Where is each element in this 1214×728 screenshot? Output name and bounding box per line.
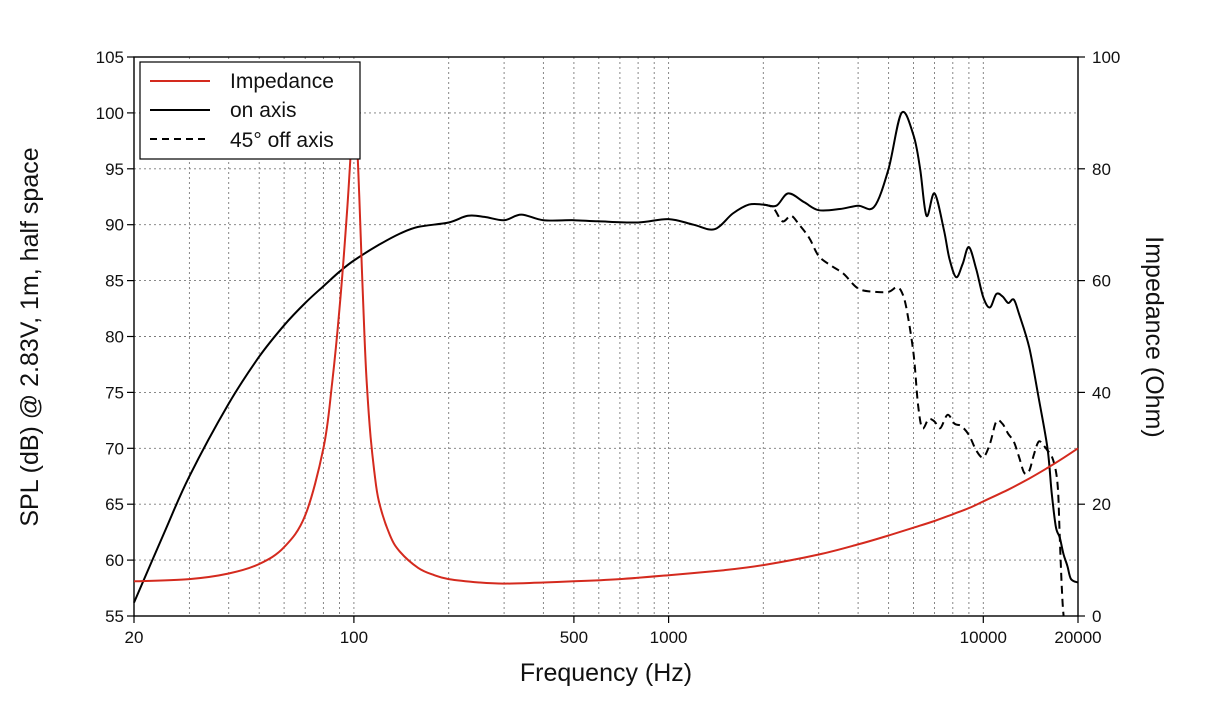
- y2-tick-label: 80: [1092, 160, 1111, 179]
- series-line-45-off-axis: [763, 203, 1065, 617]
- y-tick-label: 105: [96, 48, 124, 67]
- x-tick-label: 1000: [650, 628, 688, 647]
- y2-tick-label: 40: [1092, 383, 1111, 402]
- y2-axis-title: Impedance (Ohm): [1140, 236, 1168, 437]
- axis-ticks: 55 60 65 70 75 80 85 90 95 100 105 0 20 40 60 80 100 20 10…: [96, 48, 1121, 647]
- series-line-on-axis: [133, 110, 1079, 603]
- y-tick-label: 70: [105, 439, 124, 458]
- x-tick-label: 500: [560, 628, 588, 647]
- data-series: [133, 110, 1079, 617]
- y2-tick-label: 20: [1092, 495, 1111, 514]
- y-tick-label: 90: [105, 216, 124, 235]
- y2-tick-label: 100: [1092, 48, 1120, 67]
- x-tick-label: 10000: [960, 628, 1007, 647]
- legend-label-on-axis: on axis: [230, 99, 297, 122]
- legend-label-off-axis: 45° off axis: [230, 129, 334, 152]
- series-line-impedance: [133, 117, 1079, 585]
- legend: Impedance on axis 45° off axis: [139, 61, 361, 160]
- x-tick-label: 20000: [1054, 628, 1101, 647]
- y2-tick-label: 60: [1092, 272, 1111, 291]
- y-tick-label: 80: [105, 328, 124, 347]
- x-axis-title: Frequency (Hz): [520, 659, 692, 687]
- y-tick-label: 100: [96, 104, 124, 123]
- y2-tick-label: 0: [1092, 607, 1101, 626]
- y-tick-label: 75: [105, 383, 124, 402]
- x-tick-label: 20: [125, 628, 144, 647]
- legend-label-impedance: Impedance: [230, 70, 334, 93]
- y-axis-title: SPL (dB) @ 2.83V, 1m, half space: [16, 147, 44, 526]
- y-tick-label: 60: [105, 551, 124, 570]
- y-tick-label: 95: [105, 160, 124, 179]
- y-tick-label: 55: [105, 607, 124, 626]
- y-tick-label: 65: [105, 495, 124, 514]
- x-tick-label: 100: [340, 628, 368, 647]
- y-tick-label: 85: [105, 272, 124, 291]
